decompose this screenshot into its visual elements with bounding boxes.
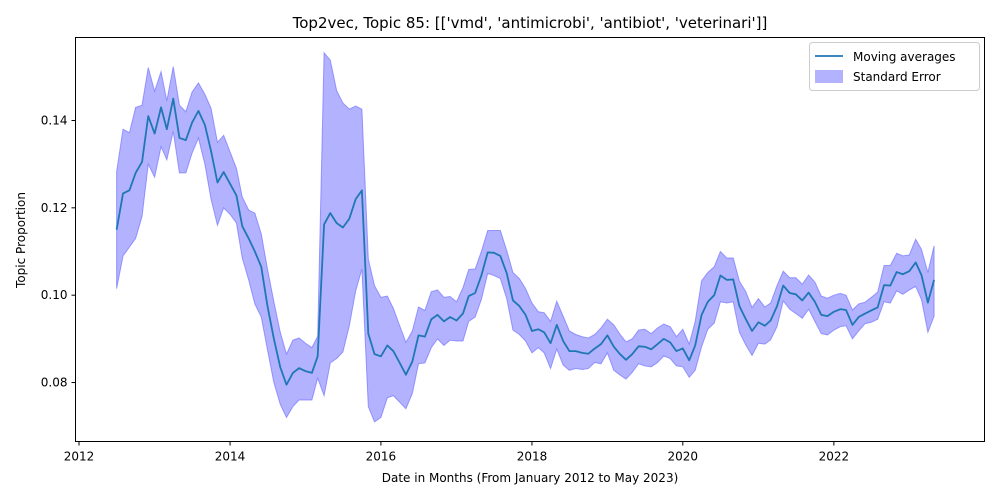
x-tick-label: 2014 [215, 450, 246, 464]
y-tick-label: 0.12 [41, 201, 68, 215]
legend-label-standard-error: Standard Error [853, 70, 941, 84]
y-tick-label: 0.14 [41, 113, 68, 127]
standard-error-band [116, 51, 935, 423]
x-tick-label: 2020 [668, 450, 699, 464]
plot-area [115, 51, 935, 423]
axes-frame [75, 37, 985, 442]
chart-title: Top2vec, Topic 85: [['vmd', 'antimicrobi… [292, 14, 768, 32]
legend: Moving averages Standard Error [809, 42, 980, 91]
x-tick-label: 2016 [366, 450, 397, 464]
moving-average-line [115, 97, 935, 386]
y-tick-label: 0.08 [41, 376, 68, 390]
x-axis: 2012 2014 2016 2018 2020 2022 [64, 441, 850, 464]
x-axis-label: Date in Months (From January 2012 to May… [382, 471, 679, 485]
legend-band-swatch [815, 70, 843, 83]
y-axis: 0.08 0.10 0.12 0.14 [41, 113, 76, 390]
x-tick-label: 2018 [517, 450, 548, 464]
y-axis-label: Topic Proportion [14, 192, 28, 289]
x-tick-label: 2022 [819, 450, 850, 464]
y-tick-label: 0.10 [41, 288, 68, 302]
x-tick-label: 2012 [64, 450, 95, 464]
legend-label-moving-averages: Moving averages [853, 50, 956, 64]
legend-box [809, 42, 980, 91]
